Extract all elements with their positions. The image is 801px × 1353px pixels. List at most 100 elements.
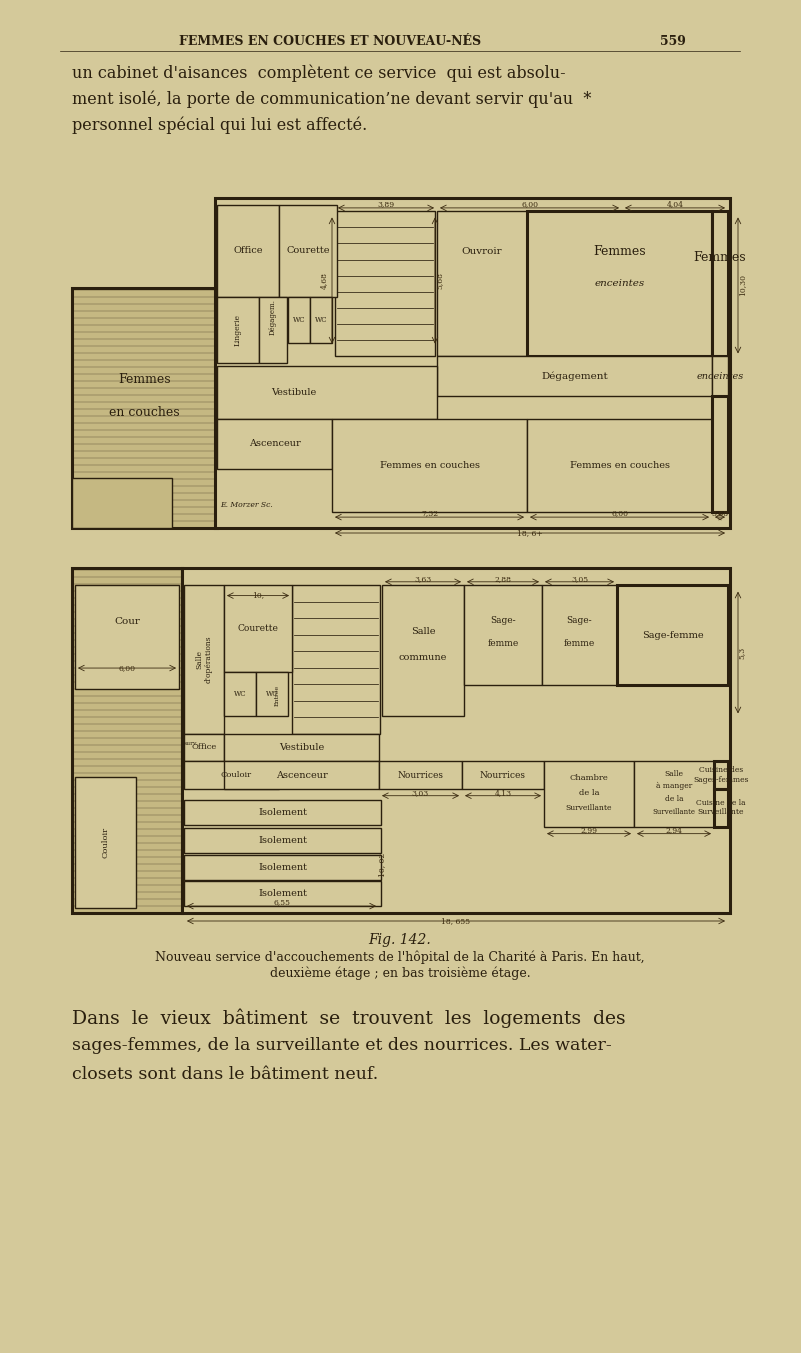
Text: 2,88: 2,88	[494, 575, 512, 583]
Text: 4,13: 4,13	[494, 789, 512, 797]
Bar	[292, 586, 380, 733]
Bar	[184, 855, 381, 881]
Text: 10,: 10,	[252, 591, 264, 599]
Text: Nouveau service d'accouchements de l'hôpital de la Charité à Paris. En haut,: Nouveau service d'accouchements de l'hôp…	[155, 950, 645, 963]
Text: Cuisine des
Sages-femmes: Cuisine des Sages-femmes	[693, 766, 749, 783]
Bar	[184, 800, 381, 825]
Text: 5,68: 5,68	[436, 272, 444, 290]
Bar	[215, 198, 730, 528]
Bar	[279, 204, 337, 298]
Text: Femmes en couches: Femmes en couches	[380, 461, 480, 469]
Text: surv.: surv.	[184, 741, 199, 747]
Bar	[437, 356, 712, 396]
Bar	[712, 211, 728, 356]
Text: femme: femme	[487, 639, 518, 648]
Text: FEMMES EN COUCHES ET NOUVEAU-NÉS: FEMMES EN COUCHES ET NOUVEAU-NÉS	[179, 35, 481, 47]
Text: Couloir: Couloir	[221, 771, 252, 779]
Text: Salle
d'opérations: Salle d'opérations	[195, 636, 212, 683]
Bar	[288, 298, 310, 344]
Text: Couloir: Couloir	[101, 827, 109, 858]
Text: 2,94: 2,94	[666, 827, 682, 835]
Bar	[462, 762, 544, 789]
Text: Chambre: Chambre	[570, 774, 609, 782]
Bar	[712, 396, 728, 511]
Bar	[527, 211, 712, 356]
Text: Sage-: Sage-	[566, 616, 592, 625]
Text: Dégagem.: Dégagem.	[269, 299, 277, 334]
Text: Isolement: Isolement	[258, 863, 307, 873]
Text: WC: WC	[315, 317, 328, 325]
Text: Sage-femme: Sage-femme	[642, 630, 703, 640]
Text: Isolement: Isolement	[258, 808, 307, 817]
Text: 4,68: 4,68	[320, 272, 328, 290]
Text: en couches: en couches	[109, 406, 179, 419]
Text: Dégagement: Dégagement	[541, 372, 608, 382]
Text: commune: commune	[399, 653, 447, 662]
Bar	[437, 211, 527, 356]
Bar	[714, 789, 728, 827]
Text: Entrée: Entrée	[275, 685, 280, 706]
Text: 7,32: 7,32	[421, 509, 438, 517]
Bar	[259, 298, 287, 363]
Bar	[224, 762, 379, 789]
Bar	[72, 568, 182, 913]
Bar	[217, 204, 279, 298]
Text: Courette: Courette	[286, 246, 330, 256]
Text: ment isolé, la porte de communication’ne devant servir qu'au  *: ment isolé, la porte de communication’ne…	[72, 91, 591, 108]
Text: personnel spécial qui lui est affecté.: personnel spécial qui lui est affecté.	[72, 116, 367, 134]
Text: un cabinet d'aisances  complètent ce service  qui est absolu-: un cabinet d'aisances complètent ce serv…	[72, 65, 566, 83]
Bar	[310, 298, 332, 344]
Text: WC: WC	[266, 690, 278, 698]
Bar	[72, 288, 217, 528]
Text: deuxième étage ; en bas troisième étage.: deuxième étage ; en bas troisième étage.	[270, 966, 530, 980]
Text: à manger: à manger	[656, 782, 692, 790]
Bar	[224, 671, 256, 716]
Text: 6,55: 6,55	[273, 898, 290, 907]
Text: 6,00: 6,00	[119, 664, 135, 672]
Text: E. Morzer Sc.: E. Morzer Sc.	[220, 501, 273, 509]
Bar	[382, 586, 464, 716]
Text: enceintes: enceintes	[696, 372, 743, 380]
Text: Fig. 142.: Fig. 142.	[368, 934, 432, 947]
Text: enceintes: enceintes	[594, 279, 645, 288]
Text: 18, 6+: 18, 6+	[517, 529, 543, 537]
Text: Ascenceur: Ascenceur	[248, 440, 300, 448]
Text: Office: Office	[191, 743, 216, 751]
Text: 10,30: 10,30	[738, 275, 746, 296]
Text: Courette: Courette	[238, 624, 279, 633]
Bar	[332, 419, 527, 511]
Bar	[184, 828, 381, 852]
Text: 10, 02: 10, 02	[378, 852, 386, 877]
Text: Sage-: Sage-	[490, 616, 516, 625]
Text: sages-femmes, de la surveillante et des nourrices. Les water-: sages-femmes, de la surveillante et des …	[72, 1036, 612, 1054]
Text: Surveillante: Surveillante	[566, 805, 612, 812]
Text: 5,3: 5,3	[738, 647, 746, 659]
Bar	[184, 881, 381, 907]
Text: Ouvroir: Ouvroir	[461, 248, 502, 256]
Bar	[224, 733, 379, 762]
Text: Surveillante: Surveillante	[653, 808, 695, 816]
Text: Nourrices: Nourrices	[397, 770, 444, 779]
Bar	[379, 762, 462, 789]
Bar	[335, 211, 435, 356]
Bar	[256, 671, 288, 716]
Bar	[542, 586, 617, 686]
Text: Isolement: Isolement	[258, 889, 307, 898]
Text: 6,00: 6,00	[521, 200, 538, 208]
Bar	[464, 586, 542, 686]
Bar	[217, 367, 437, 419]
Text: 3,05: 3,05	[571, 575, 588, 583]
Text: Femmes: Femmes	[119, 372, 171, 386]
Bar	[544, 762, 634, 827]
Text: 2,99: 2,99	[581, 827, 598, 835]
Bar	[182, 568, 730, 913]
Text: de la: de la	[579, 789, 599, 797]
Bar	[217, 419, 332, 468]
Text: WC: WC	[292, 317, 305, 325]
Text: Salle: Salle	[665, 770, 683, 778]
Text: closets sont dans le bâtiment neuf.: closets sont dans le bâtiment neuf.	[72, 1066, 378, 1082]
Text: Nourrices: Nourrices	[480, 770, 526, 779]
Text: Vestibule: Vestibule	[279, 743, 324, 752]
Text: 3,03: 3,03	[412, 789, 429, 797]
Bar	[217, 298, 259, 363]
